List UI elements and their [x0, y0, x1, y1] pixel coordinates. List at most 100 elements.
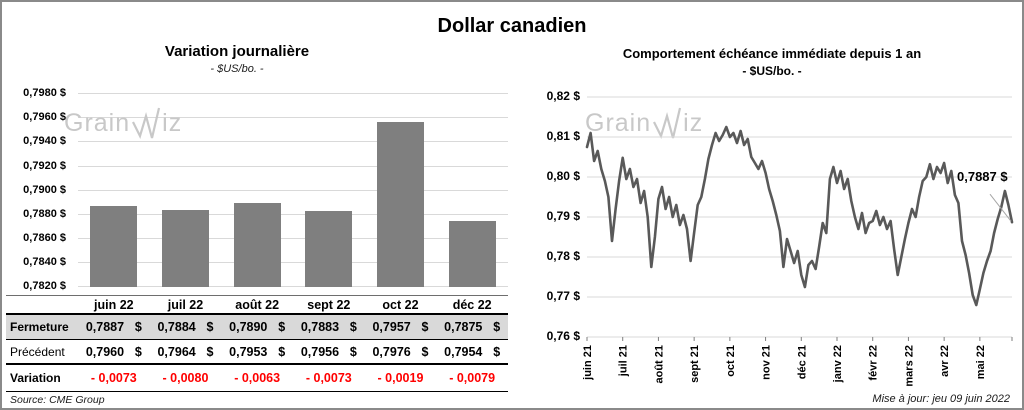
bar-août-22 [233, 202, 281, 287]
callout-line [989, 193, 1012, 222]
table-cell: 0,7953 $ [221, 345, 293, 359]
month-header: sept 22 [307, 297, 351, 312]
bar-juin-22 [90, 206, 138, 287]
y-tick-label: 0,78 $ [546, 249, 580, 263]
value-number: 0,7964 [157, 344, 196, 359]
table-cell: 0,7957 $ [365, 320, 437, 334]
y-tick-label: 0,7940 $ [23, 135, 66, 148]
currency-sign: $ [134, 320, 142, 334]
table-cell: - 0,0079 [449, 371, 496, 385]
gridline [78, 93, 508, 95]
value-number: 0,7875 [444, 320, 483, 334]
bar-chart-plot: Grain iz [64, 90, 508, 287]
accounting-value: 0,7956 $ [301, 345, 357, 359]
value-number: 0,7890 [229, 320, 268, 334]
y-tick-label: 0,7880 $ [23, 207, 66, 220]
table-cell: 0,7883 $ [293, 320, 365, 334]
bar-sept-22 [305, 211, 353, 287]
table-cell: - 0,0063 [234, 371, 281, 385]
y-tick-label: 0,7980 $ [23, 87, 66, 100]
x-tick-label: mars 22 [903, 345, 915, 387]
gridline [78, 213, 508, 215]
currency-sign: $ [421, 344, 429, 359]
table-cell: 0,7884 $ [150, 320, 222, 334]
table-cell: - 0,0080 [162, 371, 209, 385]
table-cell: - 0,0073 [305, 371, 352, 385]
value-number: 0,7883 [300, 320, 340, 334]
accounting-value: 0,7960 $ [86, 345, 142, 359]
row-label: Fermeture [10, 320, 69, 334]
table-cell: 0,7875 $ [436, 320, 508, 334]
gridline [78, 286, 508, 287]
update-note: Mise à jour: jeu 09 juin 2022 [872, 393, 1010, 405]
bar-juil-22 [162, 209, 209, 287]
currency-sign: $ [278, 344, 286, 359]
value-number: 0,7956 [300, 344, 340, 359]
x-tick-label: nov 21 [761, 345, 773, 380]
accounting-value: 0,7887 $ [86, 320, 142, 334]
x-tick-label: déc 21 [796, 345, 808, 379]
zigzag-line-icon [653, 107, 682, 139]
y-tick-label: 0,7860 $ [23, 231, 66, 244]
accounting-value: 0,7953 $ [229, 345, 285, 359]
table-cell: 0,7890 $ [221, 320, 293, 334]
x-tick-label: sept 21 [689, 345, 701, 383]
value-number: 0,7954 [444, 344, 483, 359]
y-tick-label: 0,76 $ [546, 329, 580, 343]
accounting-value: 0,7954 $ [444, 345, 500, 359]
y-tick-label: 0,7920 $ [23, 159, 66, 172]
y-tick-label: 0,81 $ [546, 129, 580, 143]
bar-oct-22 [377, 121, 424, 287]
watermark-text: Grain [64, 108, 131, 137]
table-cell: 0,7956 $ [293, 345, 365, 359]
table-cell: 0,7887 $ [78, 320, 150, 334]
accounting-value: 0,7875 $ [444, 320, 500, 334]
table-header-row: juin 22 juil 22 août 22 sept 22 oct 22 déc 22 [6, 295, 508, 315]
gridline [78, 261, 508, 263]
accounting-value: 0,7964 $ [157, 345, 213, 359]
value-number: 0,7953 [229, 344, 268, 359]
price-line-series [585, 125, 1014, 307]
accounting-value: 0,7884 $ [157, 320, 213, 334]
table-cell: - 0,0019 [377, 371, 424, 385]
zigzag-line-icon [132, 107, 161, 139]
x-tick-label: févr 22 [868, 345, 880, 380]
table-cell: 0,7976 $ [365, 345, 437, 359]
row-label: Précédent [10, 344, 65, 359]
currency-sign: $ [134, 344, 142, 359]
last-price-label: 0,7887 $ [957, 169, 1008, 184]
source-note: Source: CME Group [10, 394, 105, 406]
y-tick-label: 0,80 $ [546, 169, 580, 183]
value-number: 0,7957 [372, 320, 411, 334]
grainwiz-watermark: Grain iz [585, 106, 703, 140]
gridline [78, 117, 508, 119]
x-tick-label: avr 22 [939, 345, 951, 377]
y-tick-label: 0,82 $ [546, 89, 580, 103]
accounting-value: 0,7883 $ [301, 320, 357, 334]
month-header: juil 22 [167, 297, 204, 312]
table-cell: 0,7964 $ [150, 345, 222, 359]
row-label: Variation [10, 371, 61, 385]
y-tick-label: 0,7960 $ [23, 111, 66, 124]
accounting-value: 0,7976 $ [372, 345, 428, 359]
month-header: juin 22 [94, 297, 134, 312]
x-tick-label: juin 21 [582, 345, 594, 381]
y-tick-label: 0,79 $ [546, 209, 580, 223]
accounting-value: 0,7890 $ [229, 320, 285, 334]
month-header: déc 22 [452, 297, 492, 312]
x-tick-label: oct 21 [725, 345, 737, 377]
month-header: août 22 [235, 297, 280, 312]
x-tick-label: août 21 [653, 345, 665, 384]
table-cell: 0,7954 $ [436, 345, 508, 359]
x-tick-label: mai 22 [975, 345, 987, 379]
page-title: Dollar canadien [437, 15, 587, 37]
value-number: 0,7960 [85, 344, 125, 359]
currency-sign: $ [278, 320, 286, 334]
watermark-text: iz [683, 108, 704, 137]
value-number: 0,7887 [85, 320, 125, 334]
y-tick-label: 0,7820 $ [23, 280, 66, 292]
watermark-text: iz [162, 108, 183, 137]
bar-chart-y-axis: 0,7980 $ 0,7960 $ 0,7940 $ 0,7920 $ 0,7900 $… [6, 87, 72, 292]
bar-chart-subtitle: - $US/bo. - [210, 63, 264, 75]
currency-sign: $ [206, 344, 214, 359]
